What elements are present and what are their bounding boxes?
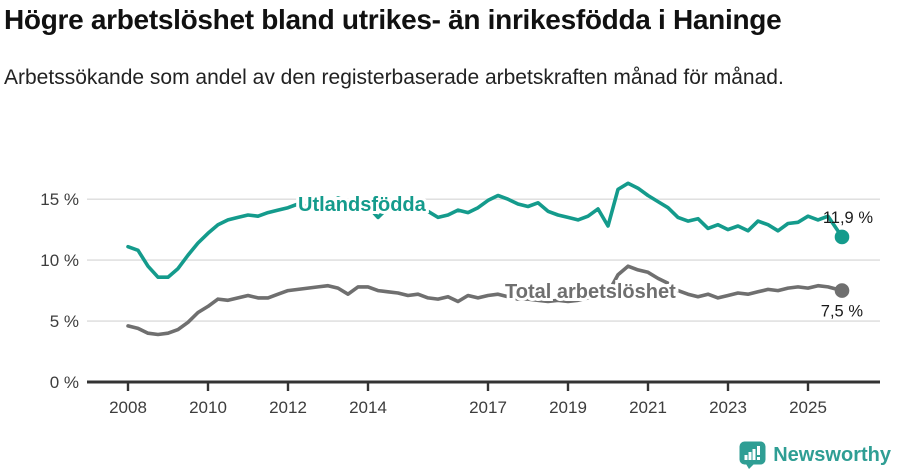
y-tick-label-10: 10 %: [40, 251, 79, 270]
newsworthy-speech-bubble-bar-chart-icon: [739, 441, 766, 469]
x-tick-label-2017: 2017: [469, 398, 507, 417]
newsworthy-logo: Newsworthy: [739, 441, 891, 469]
series-line-utlandsfodda: [126, 181, 844, 279]
x-tick-label-2012: 2012: [269, 398, 307, 417]
x-tick-label-2025: 2025: [789, 398, 827, 417]
page-title: Högre arbetslöshet bland utrikes- än inr…: [4, 4, 782, 35]
x-tick-label-2010: 2010: [189, 398, 227, 417]
x-tick-label-2021: 2021: [629, 398, 667, 417]
y-tick-label-15: 15 %: [40, 190, 79, 209]
y-tick-label-0: 0 %: [50, 373, 79, 392]
x-tick-label-2023: 2023: [709, 398, 747, 417]
end-dot-total-arbetsloshet: [834, 283, 850, 298]
series-label-total-arbetsloshet: Total arbetslöshet: [505, 281, 676, 303]
y-tick-label-5: 5 %: [50, 312, 79, 331]
end-dot-utlandsfodda: [834, 229, 850, 245]
x-tick-label-2019: 2019: [549, 398, 587, 417]
x-tick-label-2008: 2008: [109, 398, 147, 417]
x-tick-label-2014: 2014: [349, 398, 387, 417]
series-label-utlandsfodda: Utlandsfödda: [298, 194, 427, 216]
end-value-label-total-arbetsloshet: 7,5 %: [821, 303, 864, 321]
series-line-total-arbetsloshet: [126, 264, 844, 337]
end-value-label-utlandsfodda: 11,9 %: [823, 209, 873, 227]
unemployment-line-chart: 2008 2010 2012 2014 2017 2019 2021 2023 2025 0 % 5…: [40, 181, 880, 417]
newsworthy-wordmark: Newsworthy: [773, 443, 891, 466]
chart-subtitle: Arbetssökande som andel av den registerb…: [4, 66, 784, 89]
